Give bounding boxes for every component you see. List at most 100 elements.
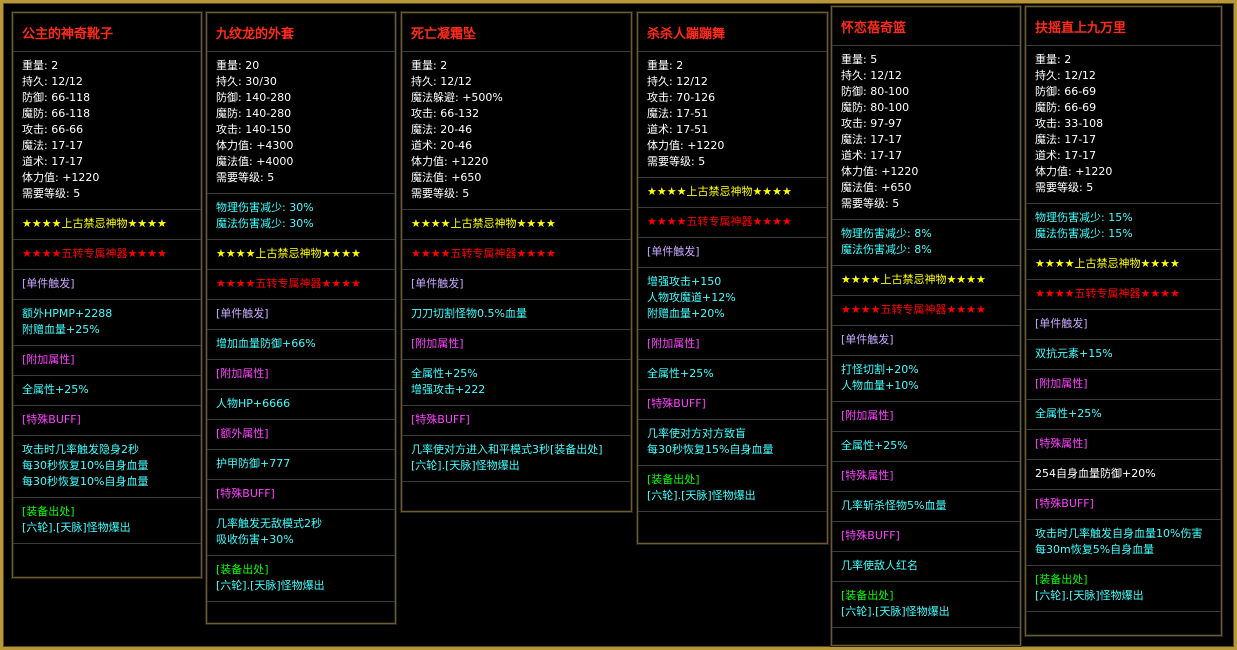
attribute-line: [附加属性]: [1035, 377, 1088, 390]
attribute-line: [六轮].[天脉]怪物爆出: [841, 605, 950, 618]
attribute-line: [额外属性]: [216, 427, 269, 440]
tooltip-section: [特殊属性]: [1026, 430, 1221, 460]
attribute-line: 防御: 140-280: [216, 91, 292, 104]
tooltip-section: [单件触发]: [832, 326, 1020, 356]
attribute-line: 防御: 66-69: [1035, 85, 1097, 98]
attribute-line: 需要等级: 5: [1035, 181, 1094, 194]
attribute-line: 人物血量+10%: [841, 379, 919, 392]
tooltip-section: [装备出处] [六轮].[天脉]怪物爆出: [638, 466, 827, 512]
tooltip-section: 额外HPMP+2288 附赠血量+25%: [13, 300, 201, 346]
attribute-line: ★★★★五转专属神器★★★★: [22, 247, 167, 260]
attribute-line: [六轮].[天脉]怪物爆出: [22, 521, 131, 534]
attribute-line: 每30秒恢复10%自身血量: [22, 459, 149, 472]
attribute-line: ★★★★五转专属神器★★★★: [1035, 287, 1180, 300]
attribute-line: [六轮].[天脉]怪物爆出: [1035, 589, 1144, 602]
attribute-line: 魔法伤害减少: 15%: [1035, 227, 1133, 240]
attribute-line: 全属性+25%: [841, 439, 908, 452]
tooltip-section: 重量: 2 持久: 12/12 防御: 66-118 魔防: 66-118 攻击: 66…: [13, 52, 201, 210]
tooltip-section: [单件触发]: [13, 270, 201, 300]
attribute-line: 增强攻击+222: [411, 383, 486, 396]
attribute-line: 需要等级: 5: [22, 187, 81, 200]
attribute-line: 刀刀切割怪物0.5%血量: [411, 307, 527, 320]
attribute-line: 魔法伤害减少: 8%: [841, 243, 932, 256]
attribute-line: [六轮].[天脉]怪物爆出: [647, 489, 756, 502]
attribute-line: 每30秒恢复15%自身血量: [647, 443, 774, 456]
attribute-line: 攻击: 66-66: [22, 123, 84, 136]
attribute-line: 攻击时几率触发自身血量10%伤害: [1035, 527, 1203, 540]
attribute-line: 几率触发无敌模式2秒: [216, 517, 322, 530]
attribute-line: [六轮].[天脉]怪物爆出: [411, 459, 520, 472]
attribute-line: ★★★★五转专属神器★★★★: [841, 303, 986, 316]
tooltip-section: 全属性+25%: [638, 360, 827, 390]
tooltip-section: [特殊BUFF]: [402, 406, 631, 436]
attribute-line: 全属性+25%: [1035, 407, 1102, 420]
item-title: 扶摇直上九万里: [1026, 7, 1221, 46]
attribute-line: 魔防: 80-100: [841, 101, 910, 114]
attribute-line: 魔法值: +650: [411, 171, 482, 184]
tooltip-section: [附加属性]: [207, 360, 395, 390]
attribute-line: 持久: 12/12: [841, 69, 902, 82]
tooltip-section: [装备出处] [六轮].[天脉]怪物爆出: [13, 498, 201, 544]
tooltip-section: [额外属性]: [207, 420, 395, 450]
tooltip-section: 护甲防御+777: [207, 450, 395, 480]
tooltip-section: 几率使对方对方致盲 每30秒恢复15%自身血量: [638, 420, 827, 466]
attribute-line: [特殊BUFF]: [841, 529, 900, 542]
attribute-line: [单件触发]: [1035, 317, 1088, 330]
attribute-line: [附加属性]: [22, 353, 75, 366]
attribute-line: 道术: 17-51: [647, 123, 709, 136]
attribute-line: 每30m恢复5%自身血量: [1035, 543, 1155, 556]
attribute-line: [六轮].[天脉]怪物爆出: [216, 579, 325, 592]
tooltip-section: 全属性+25%: [13, 376, 201, 406]
attribute-line: [装备出处]: [216, 563, 269, 576]
tooltip-section: 攻击时几率触发隐身2秒 每30秒恢复10%自身血量 每30秒恢复10%自身血量: [13, 436, 201, 498]
tooltip-section: 双抗元素+15%: [1026, 340, 1221, 370]
attribute-line: 吸收伤害+30%: [216, 533, 294, 546]
attribute-line: 需要等级: 5: [647, 155, 706, 168]
attribute-line: 人物攻魔道+12%: [647, 291, 736, 304]
attribute-line: [特殊BUFF]: [216, 487, 275, 500]
attribute-line: 魔法: 20-46: [411, 123, 473, 136]
attribute-line: 打怪切割+20%: [841, 363, 919, 376]
tooltip-section: 全属性+25%: [1026, 400, 1221, 430]
attribute-line: 254自身血量防御+20%: [1035, 467, 1156, 480]
attribute-line: 魔法值: +650: [841, 181, 912, 194]
attribute-line: 几率斩杀怪物5%血量: [841, 499, 947, 512]
attribute-line: 体力值: +1220: [647, 139, 725, 152]
attribute-line: [附加属性]: [841, 409, 894, 422]
attribute-line: [单件触发]: [22, 277, 75, 290]
tooltip-section: 刀刀切割怪物0.5%血量: [402, 300, 631, 330]
tooltip-section: [附加属性]: [13, 346, 201, 376]
item-tooltip: 杀杀人蹦蹦舞 重量: 2 持久: 12/12 攻击: 70-126 魔法: 17-51 道…: [637, 12, 828, 544]
attribute-line: 攻击: 33-108: [1035, 117, 1104, 130]
attribute-line: 体力值: +1220: [22, 171, 100, 184]
attribute-line: ★★★★五转专属神器★★★★: [411, 247, 556, 260]
attribute-line: 几率使敌人红名: [841, 559, 918, 572]
tooltip-section: 增加血量防御+66%: [207, 330, 395, 360]
attribute-line: 全属性+25%: [647, 367, 714, 380]
attribute-line: [附加属性]: [647, 337, 700, 350]
tooltip-section: ★★★★上古禁忌神物★★★★: [1026, 250, 1221, 280]
tooltip-section: 重量: 20 持久: 30/30 防御: 140-280 魔防: 140-280 攻击:…: [207, 52, 395, 194]
tooltip-section: ★★★★五转专属神器★★★★: [638, 208, 827, 238]
tooltip-section: ★★★★上古禁忌神物★★★★: [832, 266, 1020, 296]
tooltip-section: ★★★★上古禁忌神物★★★★: [638, 178, 827, 208]
item-tooltip: 怀恋蓓奇篮 重量: 5 持久: 12/12 防御: 80-100 魔防: 80-100 攻…: [831, 6, 1021, 646]
attribute-line: 魔法: 17-17: [22, 139, 84, 152]
attribute-line: [附加属性]: [216, 367, 269, 380]
attribute-line: 攻击: 70-126: [647, 91, 716, 104]
tooltip-section: ★★★★五转专属神器★★★★: [207, 270, 395, 300]
attribute-line: [特殊属性]: [841, 469, 894, 482]
attribute-line: 附赠血量+20%: [647, 307, 725, 320]
attribute-line: 魔法躲避: +500%: [411, 91, 503, 104]
item-title: 公主的神奇靴子: [13, 13, 201, 52]
tooltip-section: [单件触发]: [207, 300, 395, 330]
attribute-line: 物理伤害减少: 8%: [841, 227, 932, 240]
tooltip-section: [附加属性]: [638, 330, 827, 360]
attribute-line: 全属性+25%: [22, 383, 89, 396]
tooltip-section: 254自身血量防御+20%: [1026, 460, 1221, 490]
attribute-line: 体力值: +1220: [841, 165, 919, 178]
tooltip-section: 物理伤害减少: 15% 魔法伤害减少: 15%: [1026, 204, 1221, 250]
attribute-line: 几率使对方进入和平模式3秒[装备出处]: [411, 443, 603, 456]
attribute-line: 持久: 12/12: [647, 75, 708, 88]
attribute-line: 魔法: 17-51: [647, 107, 709, 120]
